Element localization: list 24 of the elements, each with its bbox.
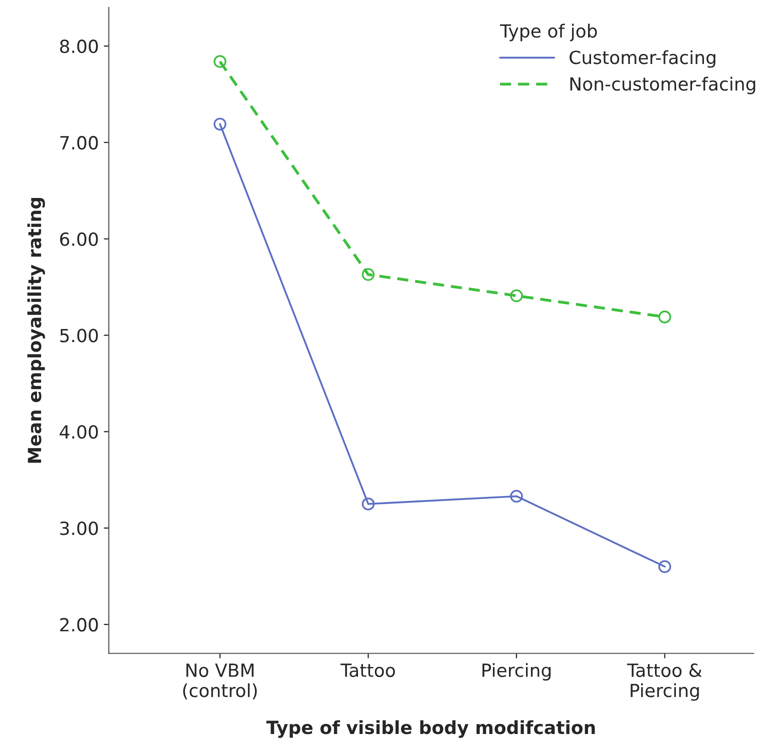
- legend-label: Non-customer-facing: [570, 76, 756, 94]
- x-tick-label: Piercing: [482, 663, 551, 681]
- x-tick-label: Tattoo: [340, 664, 395, 678]
- y-tick-label: 7.00: [60, 136, 98, 150]
- point: [214, 118, 226, 131]
- point: [362, 268, 375, 281]
- x-tick-label: No VBM (control): [183, 664, 257, 700]
- point: [510, 490, 523, 503]
- y-tick-label: 8.00: [60, 40, 98, 54]
- y-tick-label: 3.00: [60, 522, 98, 536]
- point: [658, 560, 672, 574]
- y-tick-label: 6.00: [60, 232, 98, 246]
- x-tick-label: Tattoo & Piercing: [627, 663, 702, 701]
- point: [214, 55, 226, 68]
- point: [658, 310, 672, 324]
- y-tick-label: 2.00: [60, 618, 98, 632]
- x-axis-title: Type of visible body modifcation: [266, 720, 595, 738]
- legend-title: Type of job: [500, 24, 597, 42]
- y-axis-title: Mean employability rating: [27, 198, 45, 463]
- point: [362, 498, 375, 510]
- legend-label: Customer-facing: [570, 50, 716, 68]
- y-tick-label: 4.00: [60, 425, 98, 439]
- y-tick-label: 5.00: [60, 328, 98, 342]
- point: [510, 289, 523, 302]
